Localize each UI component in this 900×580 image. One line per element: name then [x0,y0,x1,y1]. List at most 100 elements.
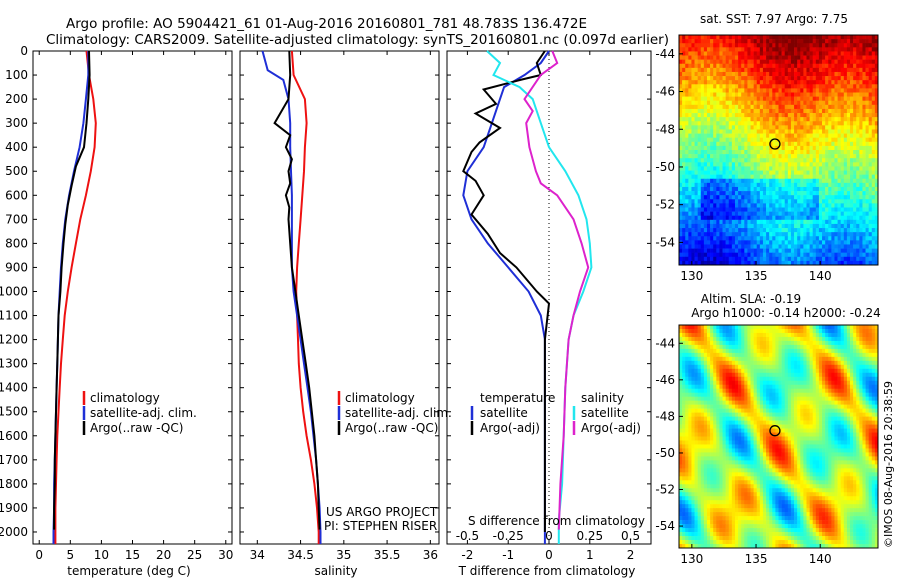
map-cell [778,96,782,102]
map-cell [825,360,829,366]
map-cell [862,199,866,204]
map-cell [728,236,733,241]
map-cell [818,236,823,241]
map-cell [691,96,695,102]
map-cell [697,186,702,192]
map-cell [831,129,835,134]
map-cell [865,104,869,110]
map-cell [859,344,863,350]
map-cell [828,191,832,196]
map-cell [719,84,723,89]
map-cell [781,248,786,253]
map-cell [706,388,711,393]
map-cell [843,336,848,342]
map-cell [837,328,841,334]
map-cell [766,182,770,188]
map-cell [734,43,739,48]
map-cell [759,150,764,155]
map-cell [694,59,698,65]
map-cell [818,207,823,212]
map-cell [800,55,804,60]
map-cell [710,332,714,338]
map-cell [734,170,739,175]
map-cell [803,39,807,44]
map-cell [834,384,838,390]
map-cell [818,203,823,208]
difference-salinity-legend: salinity satellite Argo(-adj) [572,391,641,435]
map-cell [800,47,804,52]
map-cell [700,325,705,330]
map-cell [734,211,739,217]
map-cell [744,154,748,159]
map-cell [812,80,817,85]
map-cell [809,100,813,106]
map-cell [850,325,854,330]
map-cell [790,162,795,167]
map-cell [750,356,754,362]
map-cell [738,364,742,370]
map-cell [874,203,879,208]
map-cell [874,133,879,138]
map-cell [772,43,776,48]
map-cell [716,360,720,366]
map-cell [840,215,845,221]
map-cell [766,364,770,370]
map-cell [703,182,708,188]
map-cell [722,133,726,138]
map-cell [806,63,810,69]
map-cell [679,360,683,366]
map-cell [784,121,789,126]
map-cell [856,215,860,221]
map-cell [679,137,683,143]
map-cell [778,84,782,89]
map-cell [778,388,782,393]
map-cell [706,113,711,118]
legend-label-argo: Argo(..raw -QC) [90,421,183,435]
map-cell [697,47,702,52]
map-cell [744,145,748,151]
map-cell [713,340,717,346]
map-cell [719,129,723,134]
map-cell [734,67,739,73]
map-cell [766,368,770,374]
map-cell [862,80,866,85]
map-cell [753,252,758,258]
map-cell [846,344,851,350]
map-cell [728,100,733,106]
map-cell [700,328,705,334]
map-cell [828,76,832,81]
map-cell [697,207,702,212]
map-cell [713,154,717,159]
map-cell [769,154,773,159]
map-cell [772,59,776,65]
map-cell [787,332,792,338]
map-cell [790,207,795,212]
map-cell [700,92,705,97]
map-cell [862,248,866,253]
map-cell [794,219,798,225]
map-cell [685,260,689,266]
map-cell [809,356,813,362]
map-cell [778,348,782,354]
map-cell [731,207,736,212]
map-cell [731,170,736,175]
map-cell [825,162,829,167]
map-cell [806,84,810,89]
map-cell [734,223,739,229]
map-cell [859,364,863,370]
map-cell [722,372,726,378]
map-cell [800,178,804,184]
map-cell [700,244,705,249]
map-cell [834,178,838,184]
map-cell [846,71,851,77]
map-cell [806,121,810,126]
map-cell [815,376,820,382]
map-cell [728,223,733,229]
map-cell [797,170,801,175]
map-cell [750,162,754,167]
map-cell [691,340,695,346]
map-cell [722,47,726,52]
map-cell [738,186,742,192]
map-cell [719,228,723,233]
map-cell [778,43,782,48]
